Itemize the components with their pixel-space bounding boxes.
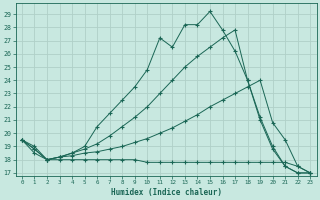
X-axis label: Humidex (Indice chaleur): Humidex (Indice chaleur) (111, 188, 221, 197)
